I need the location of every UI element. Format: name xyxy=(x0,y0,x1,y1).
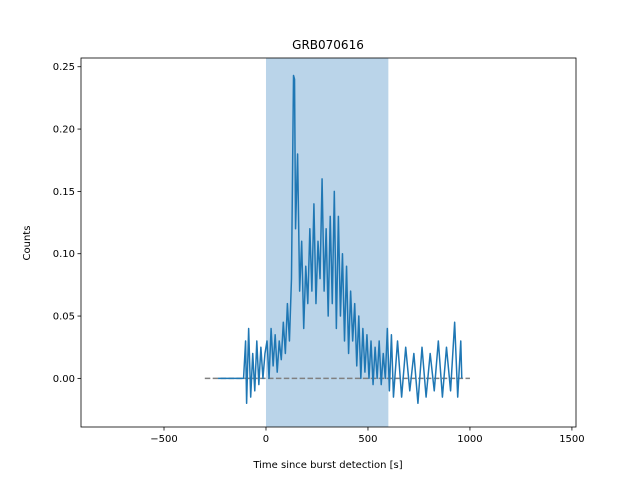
y-tick-label: 0.15 xyxy=(53,187,75,198)
y-tick-label: 0.05 xyxy=(53,312,75,323)
x-tick-label: 0 xyxy=(263,434,269,445)
data-line xyxy=(218,74,463,405)
y-tick-label: 0.10 xyxy=(53,249,75,260)
y-axis-label: Counts xyxy=(22,226,33,261)
y-tick-label: 0.25 xyxy=(53,62,75,73)
x-tick-label: −500 xyxy=(150,434,177,445)
chart-title: GRB070616 xyxy=(292,38,364,52)
y-tick-label: 0.00 xyxy=(53,374,75,385)
x-tick-label: 1500 xyxy=(559,434,584,445)
x-tick-label: 500 xyxy=(358,434,377,445)
x-tick-label: 1000 xyxy=(457,434,482,445)
plot-frame xyxy=(80,57,577,428)
x-axis-label: Time since burst detection [s] xyxy=(252,460,402,471)
y-tick-label: 0.20 xyxy=(53,125,75,136)
